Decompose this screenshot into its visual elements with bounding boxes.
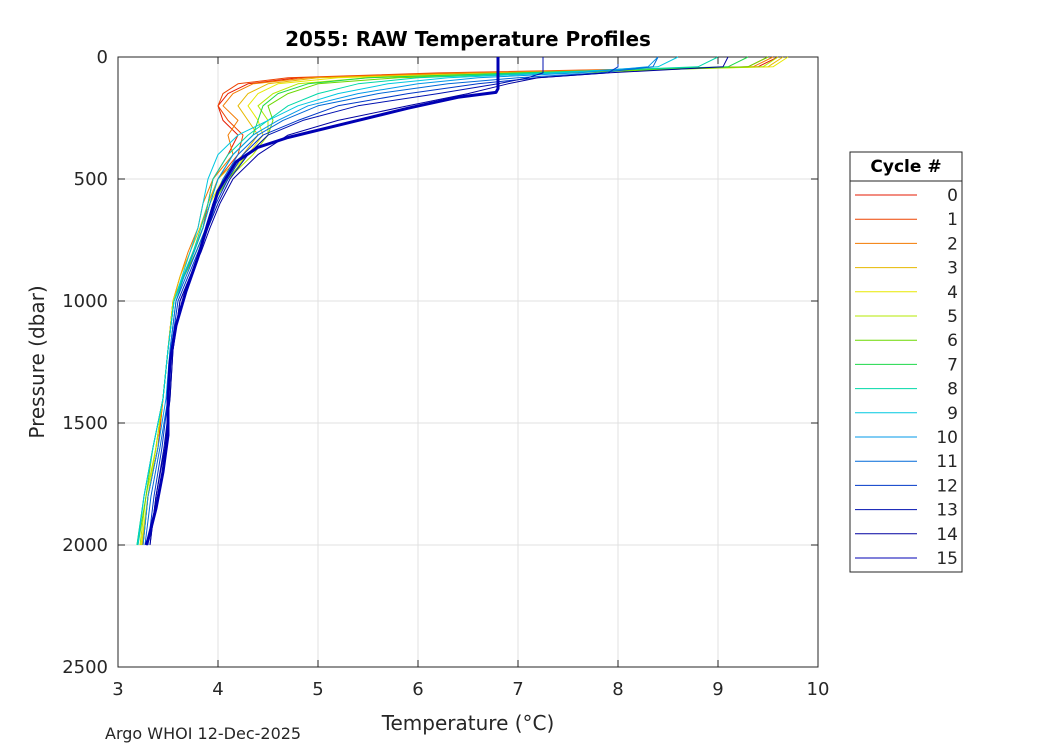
grid-lines bbox=[118, 57, 818, 667]
series-line-cycle-14 bbox=[149, 56, 729, 546]
legend-label-cycle-11: 11 bbox=[936, 452, 958, 472]
legend-label-cycle-9: 9 bbox=[947, 404, 958, 424]
x-axis-label: Temperature (°C) bbox=[381, 711, 555, 735]
x-tick-label: 7 bbox=[512, 679, 523, 700]
x-tick-label: 10 bbox=[807, 679, 830, 700]
legend-label-cycle-12: 12 bbox=[936, 476, 958, 496]
footer-credit: Argo WHOI 12-Dec-2025 bbox=[105, 724, 302, 743]
y-tick-label: 0 bbox=[97, 47, 108, 68]
axis-ticks: 3 4 5 6 7 8 9 10 0 500 1000 1500 2000 2500 bbox=[62, 47, 829, 700]
y-tick-label: 1500 bbox=[62, 413, 108, 434]
legend-label-cycle-8: 8 bbox=[947, 380, 958, 400]
legend-label-cycle-15: 15 bbox=[936, 549, 958, 569]
series-line-cycle-15 bbox=[144, 57, 500, 546]
series-line-cycle-9 bbox=[137, 56, 679, 546]
x-tick-label: 6 bbox=[412, 679, 423, 700]
legend-label-cycle-0: 0 bbox=[947, 186, 958, 206]
legend-label-cycle-6: 6 bbox=[947, 331, 958, 351]
x-tick-label: 9 bbox=[712, 679, 723, 700]
legend-label-cycle-7: 7 bbox=[947, 355, 958, 375]
y-tick-label: 2000 bbox=[62, 535, 108, 556]
legend-label-cycle-14: 14 bbox=[936, 525, 958, 545]
x-tick-label: 4 bbox=[212, 679, 223, 700]
plot-area bbox=[117, 56, 819, 668]
legend-label-cycle-2: 2 bbox=[947, 234, 958, 254]
y-tick-label: 1000 bbox=[62, 291, 108, 312]
legend-title: Cycle # bbox=[870, 157, 941, 177]
legend-label-cycle-13: 13 bbox=[936, 501, 958, 521]
x-tick-label: 8 bbox=[612, 679, 623, 700]
series-line-cycle-10 bbox=[142, 56, 659, 546]
y-axis-label: Pressure (dbar) bbox=[25, 285, 49, 438]
chart-title: 2055: RAW Temperature Profiles bbox=[285, 27, 651, 51]
y-tick-label: 2500 bbox=[62, 657, 108, 678]
series-layer bbox=[136, 56, 789, 546]
legend-label-cycle-5: 5 bbox=[947, 307, 958, 327]
legend-label-cycle-1: 1 bbox=[947, 210, 958, 230]
y-tick-label: 500 bbox=[74, 169, 108, 190]
legend-label-cycle-4: 4 bbox=[947, 283, 958, 303]
legend-label-cycle-3: 3 bbox=[947, 259, 958, 279]
x-tick-label: 3 bbox=[112, 679, 123, 700]
x-tick-label: 5 bbox=[312, 679, 323, 700]
legend-label-cycle-10: 10 bbox=[936, 428, 958, 448]
legend-box bbox=[849, 151, 963, 573]
